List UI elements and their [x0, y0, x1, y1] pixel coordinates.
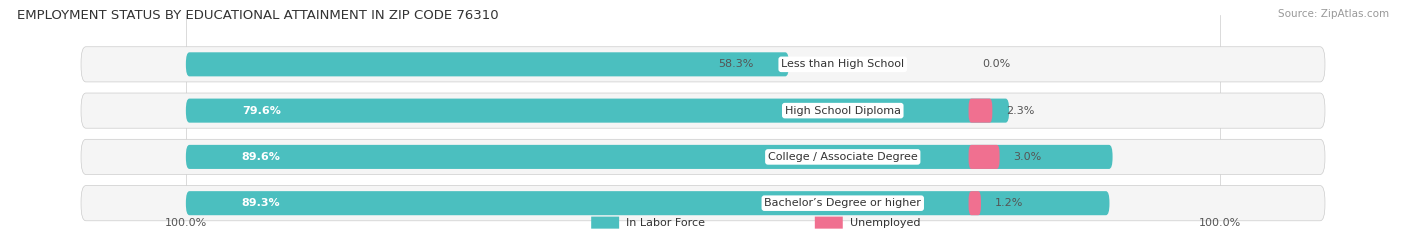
Text: 0.0%: 0.0% — [983, 59, 1011, 69]
Text: 100.0%: 100.0% — [165, 218, 207, 228]
Text: 3.0%: 3.0% — [1014, 152, 1042, 162]
Text: College / Associate Degree: College / Associate Degree — [768, 152, 918, 162]
Text: 89.3%: 89.3% — [242, 198, 280, 208]
Text: Less than High School: Less than High School — [782, 59, 904, 69]
FancyBboxPatch shape — [969, 145, 1000, 169]
Text: 2.3%: 2.3% — [1007, 106, 1035, 116]
Text: Bachelor’s Degree or higher: Bachelor’s Degree or higher — [765, 198, 921, 208]
Text: Unemployed: Unemployed — [849, 218, 921, 228]
Text: 58.3%: 58.3% — [718, 59, 754, 69]
FancyBboxPatch shape — [815, 217, 842, 229]
FancyBboxPatch shape — [969, 191, 981, 215]
Text: 89.6%: 89.6% — [242, 152, 281, 162]
FancyBboxPatch shape — [82, 93, 1324, 128]
Text: In Labor Force: In Labor Force — [626, 218, 706, 228]
Text: 79.6%: 79.6% — [242, 106, 281, 116]
Text: Source: ZipAtlas.com: Source: ZipAtlas.com — [1278, 9, 1389, 19]
FancyBboxPatch shape — [186, 191, 1109, 215]
Text: EMPLOYMENT STATUS BY EDUCATIONAL ATTAINMENT IN ZIP CODE 76310: EMPLOYMENT STATUS BY EDUCATIONAL ATTAINM… — [17, 9, 499, 22]
FancyBboxPatch shape — [591, 217, 619, 229]
FancyBboxPatch shape — [82, 47, 1324, 82]
FancyBboxPatch shape — [186, 99, 1010, 123]
FancyBboxPatch shape — [82, 139, 1324, 175]
FancyBboxPatch shape — [82, 186, 1324, 221]
Text: 100.0%: 100.0% — [1199, 218, 1241, 228]
FancyBboxPatch shape — [186, 52, 789, 76]
FancyBboxPatch shape — [186, 145, 1112, 169]
Text: High School Diploma: High School Diploma — [785, 106, 901, 116]
Text: 1.2%: 1.2% — [995, 198, 1024, 208]
FancyBboxPatch shape — [969, 99, 993, 123]
